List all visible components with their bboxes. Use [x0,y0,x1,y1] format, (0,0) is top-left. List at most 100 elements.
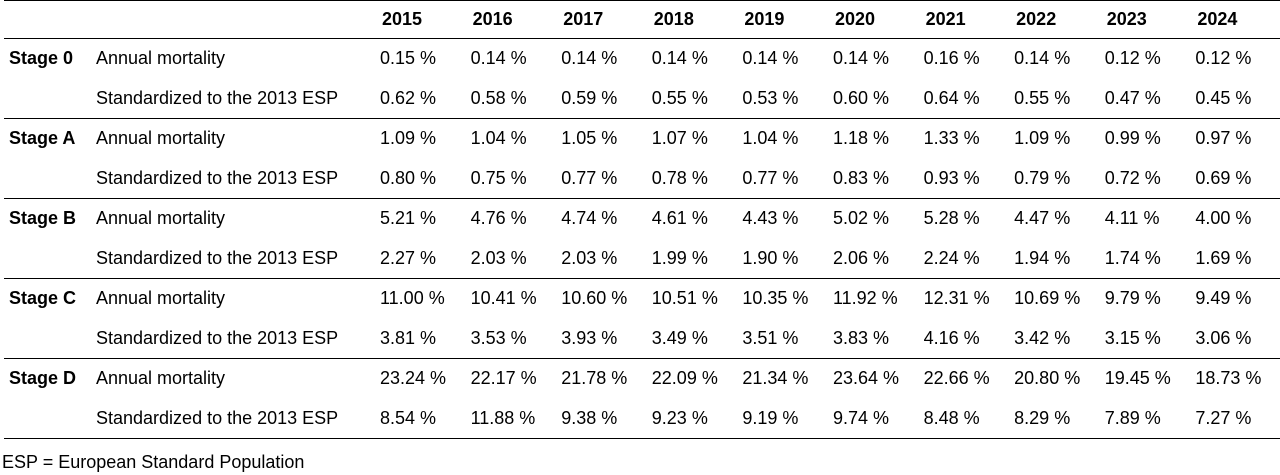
value-cell: 0.60 % [832,87,890,108]
value-cell: 0.78 % [651,167,708,188]
table-row: Stage B Annual mortality 5.21 % 4.76 % 4.74 … [4,198,1280,239]
stage-label [4,79,90,119]
stage-label [4,239,90,279]
value-cell: 0.77 % [742,167,799,188]
header-stage-cell [4,0,90,39]
value-cell: 3.93 % [561,327,618,348]
value-cell: 0.59 % [561,87,618,108]
value-cell: 0.14 % [826,38,918,79]
value-cell: 0.99 % [1098,118,1190,159]
value-cell: 0.47 % [1104,87,1161,108]
header-year-2015: 2015 [374,0,465,39]
value-cell: 3.53 % [470,327,527,348]
value-cell: 1.05 % [555,118,646,159]
value-cell: 5.02 % [826,198,918,239]
value-cell: 11.92 % [826,278,918,319]
measure-label: Annual mortality [90,358,374,399]
value-cell: 22.66 % [917,358,1009,399]
value-cell: 0.15 % [374,38,465,79]
value-cell: 5.21 % [374,198,465,239]
value-cell: 1.74 % [1104,247,1161,268]
value-cell: 4.00 % [1189,198,1280,239]
header-measure-cell [90,0,374,39]
value-cell: 2.03 % [561,247,618,268]
value-cell: 0.45 % [1195,87,1252,108]
value-cell: 0.14 % [555,38,646,79]
value-cell: 10.60 % [555,278,646,319]
value-cell: 1.09 % [1008,118,1099,159]
stage-label: Stage B [4,198,90,239]
value-cell: 9.38 % [555,398,646,439]
value-cell: 7.27 % [1189,398,1280,439]
value-cell: 3.81 % [380,327,437,348]
value-cell: 23.64 % [826,358,918,399]
value-cell: 21.34 % [736,358,827,399]
value-cell: 11.88 % [464,398,556,439]
header-year-2020: 2020 [826,0,918,39]
value-cell: 1.99 % [651,247,708,268]
value-cell: 8.54 % [374,398,465,439]
table-header: 2015 2016 2017 2018 2019 2020 2021 2022 … [4,0,1280,39]
value-cell: 9.79 % [1098,278,1190,319]
value-cell: 4.16 % [923,327,980,348]
header-year-2019: 2019 [736,0,827,39]
value-cell: 7.89 % [1098,398,1190,439]
value-cell: 18.73 % [1189,358,1280,399]
value-cell: 1.04 % [736,118,827,159]
value-cell: 23.24 % [374,358,465,399]
value-cell: 0.64 % [923,87,980,108]
value-cell: 0.16 % [917,38,1009,79]
value-cell: 19.45 % [1098,358,1190,399]
value-cell: 1.04 % [464,118,556,159]
value-cell: 2.27 % [380,247,437,268]
measure-label: Standardized to the 2013 ESP [96,247,339,268]
value-cell: 4.61 % [645,198,737,239]
value-cell: 10.51 % [645,278,737,319]
value-cell: 1.94 % [1014,247,1071,268]
value-cell: 4.47 % [1008,198,1099,239]
value-cell: 4.74 % [555,198,646,239]
header-year-2024: 2024 [1189,0,1280,39]
table-row: Standardized to the 2013 ESP 0.80 % 0.75 %… [4,159,1280,199]
value-cell: 0.55 % [1014,87,1071,108]
value-cell: 1.90 % [742,247,799,268]
value-cell: 9.49 % [1189,278,1280,319]
table-row: Stage A Annual mortality 1.09 % 1.04 % 1.05 … [4,118,1280,159]
value-cell: 0.69 % [1195,167,1252,188]
value-cell: 0.97 % [1189,118,1280,159]
value-cell: 0.53 % [742,87,799,108]
value-cell: 1.07 % [645,118,737,159]
stage-label: Stage A [4,118,90,159]
value-cell: 3.49 % [651,327,708,348]
value-cell: 0.62 % [380,87,437,108]
value-cell: 0.80 % [380,167,437,188]
stage-label: Stage D [4,358,90,399]
measure-label: Standardized to the 2013 ESP [96,167,339,188]
table-row: Standardized to the 2013 ESP 8.54 % 11.88 … [4,398,1280,439]
table-row: Stage D Annual mortality 23.24 % 22.17 % 21.… [4,358,1280,399]
measure-label: Annual mortality [90,278,374,319]
value-cell: 8.29 % [1008,398,1099,439]
table-row: Stage C Annual mortality 11.00 % 10.41 % 10.… [4,278,1280,319]
value-cell: 3.83 % [832,327,890,348]
value-cell: 0.58 % [470,87,527,108]
value-cell: 21.78 % [555,358,646,399]
value-cell: 1.33 % [917,118,1009,159]
table-row: Standardized to the 2013 ESP 0.62 % 0.58 %… [4,79,1280,119]
value-cell: 0.79 % [1014,167,1071,188]
value-cell: 0.72 % [1104,167,1161,188]
measure-label: Standardized to the 2013 ESP [96,327,339,348]
value-cell: 3.06 % [1195,327,1252,348]
header-year-2022: 2022 [1008,0,1099,39]
value-cell: 9.74 % [826,398,918,439]
value-cell: 22.09 % [645,358,737,399]
measure-label: Annual mortality [90,198,374,239]
value-cell: 20.80 % [1008,358,1099,399]
value-cell: 0.12 % [1098,38,1190,79]
header-row: 2015 2016 2017 2018 2019 2020 2021 2022 … [4,0,1280,39]
value-cell: 10.69 % [1008,278,1099,319]
value-cell: 1.09 % [374,118,465,159]
value-cell: 3.15 % [1104,327,1161,348]
mortality-table: 2015 2016 2017 2018 2019 2020 2021 2022 … [4,0,1280,439]
